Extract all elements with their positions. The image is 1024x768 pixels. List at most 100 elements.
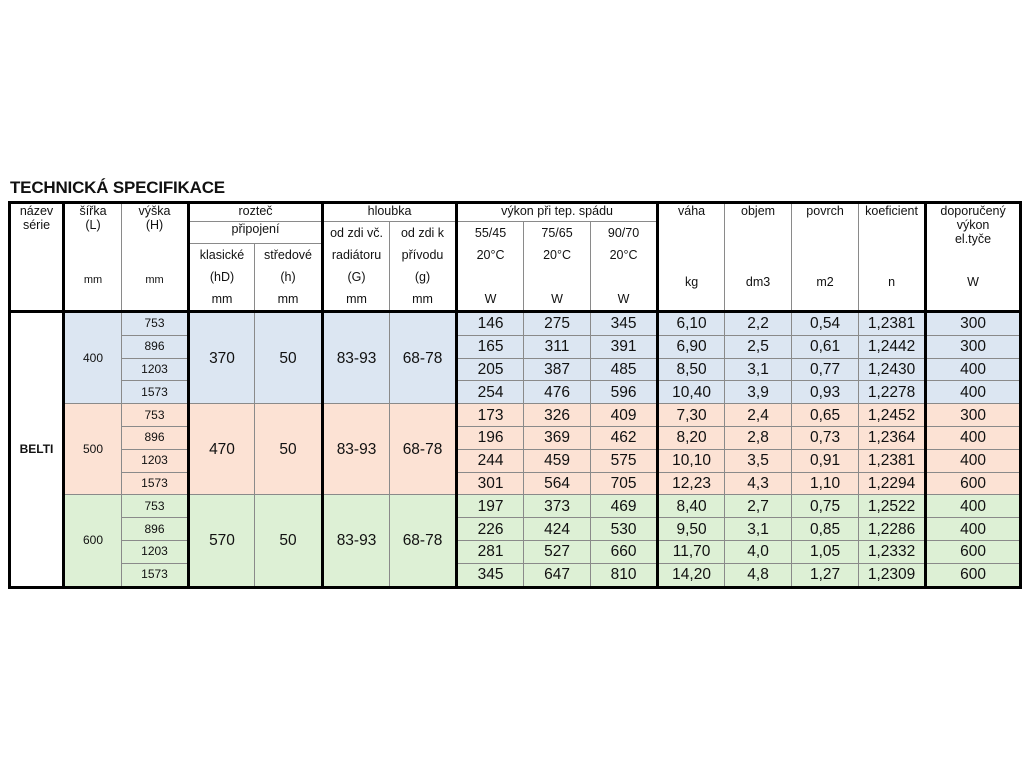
table-row: 1573 301 564 705 12,23 4,3 1,10 1,2294 600 bbox=[10, 471, 1023, 496]
vykon-90-70-cell: 575 bbox=[590, 448, 660, 473]
vykon-90-70-cell: 810 bbox=[590, 562, 660, 589]
koeficient-cell: 1,2522 bbox=[858, 494, 928, 519]
table-row: 500 753 470 50 83-93 68-78 173 326 409 7,30 2,4 0,6… bbox=[10, 403, 1023, 496]
vaha-cell: 7,30 bbox=[657, 403, 726, 427]
table-row: 896 165 311 391 6,90 2,5 0,61 1,2442 300 bbox=[10, 334, 1023, 359]
povrch-cell: 0,75 bbox=[791, 494, 860, 519]
vyska-cell: 753 bbox=[121, 403, 190, 427]
hloubka-g-cell: 68-78 bbox=[389, 310, 459, 405]
header-vaha: váha kg bbox=[657, 201, 726, 313]
doporuceny-vykon-cell: 600 bbox=[925, 471, 1023, 496]
table-row: 1203 244 459 575 10,10 3,5 0,91 1,2381 400 bbox=[10, 448, 1023, 473]
hloubka-g-cell: 68-78 bbox=[389, 403, 459, 496]
vykon-55-45-cell: 345 bbox=[456, 562, 525, 589]
vykon-75-65-cell: 387 bbox=[523, 357, 592, 382]
vykon-90-70-cell: 469 bbox=[590, 494, 660, 519]
doporuceny-vykon-cell: 400 bbox=[925, 448, 1023, 473]
roztec-h-cell: 50 bbox=[253, 494, 325, 589]
vykon-75-65-cell: 527 bbox=[523, 539, 592, 564]
objem-cell: 3,1 bbox=[724, 357, 793, 382]
doporuceny-vykon-cell: 600 bbox=[925, 539, 1023, 564]
vaha-cell: 10,40 bbox=[657, 380, 726, 405]
sirka-cell: 500 bbox=[63, 403, 122, 496]
vykon-75-65-cell: 459 bbox=[523, 448, 592, 473]
vaha-cell: 6,90 bbox=[657, 334, 726, 359]
koeficient-cell: 1,2332 bbox=[858, 539, 928, 564]
vykon-90-70-cell: 485 bbox=[590, 357, 660, 382]
header-klasicke: klasické (hD) mm bbox=[188, 243, 255, 313]
hloubka-G-cell: 83-93 bbox=[322, 403, 391, 496]
header-od-zdi-k: od zdi k přívodu (g) mm bbox=[389, 221, 459, 313]
header-vyska: výška (H) mm bbox=[121, 201, 190, 313]
table-row: 896 226 424 530 9,50 3,1 0,85 1,2286 400 bbox=[10, 517, 1023, 541]
vyska-cell: 1573 bbox=[121, 562, 190, 589]
header-koeficient: koeficient n bbox=[858, 201, 928, 313]
povrch-cell: 0,73 bbox=[791, 425, 860, 450]
vaha-cell: 8,20 bbox=[657, 425, 726, 450]
vyska-cell: 753 bbox=[121, 311, 190, 336]
table-row: 1573 345 647 810 14,20 4,8 1,27 1,2309 600 bbox=[10, 562, 1023, 589]
vykon-55-45-cell: 281 bbox=[456, 539, 525, 564]
objem-cell: 2,4 bbox=[724, 403, 793, 427]
povrch-cell: 0,65 bbox=[791, 403, 860, 427]
header-od-zdi-vc: od zdi vč. radiátoru (G) mm bbox=[322, 221, 391, 313]
vykon-90-70-cell: 391 bbox=[590, 334, 660, 359]
objem-cell: 2,8 bbox=[724, 425, 793, 450]
header-vykon: výkon při tep. spádu bbox=[456, 201, 660, 222]
table-row: 1203 281 527 660 11,70 4,0 1,05 1,2332 600 bbox=[10, 539, 1023, 564]
vykon-55-45-cell: 173 bbox=[456, 403, 525, 427]
vykon-75-65-cell: 424 bbox=[523, 517, 592, 541]
roztec-h-cell: 50 bbox=[253, 403, 325, 496]
hloubka-g-cell: 68-78 bbox=[389, 494, 459, 589]
vyska-cell: 896 bbox=[121, 425, 190, 450]
objem-cell: 4,8 bbox=[724, 562, 793, 589]
objem-cell: 2,7 bbox=[724, 494, 793, 519]
vykon-55-45-cell: 146 bbox=[456, 311, 525, 336]
koeficient-cell: 1,2430 bbox=[858, 357, 928, 382]
roztec-hD-cell: 570 bbox=[188, 494, 255, 589]
vykon-75-65-cell: 326 bbox=[523, 403, 592, 427]
objem-cell: 4,0 bbox=[724, 539, 793, 564]
vyska-cell: 896 bbox=[121, 334, 190, 359]
koeficient-cell: 1,2286 bbox=[858, 517, 928, 541]
koeficient-cell: 1,2442 bbox=[858, 334, 928, 359]
koeficient-cell: 1,2364 bbox=[858, 425, 928, 450]
header-55-45: 55/45 20°C W bbox=[456, 221, 525, 313]
vykon-55-45-cell: 205 bbox=[456, 357, 525, 382]
header-roztec: rozteč bbox=[187, 201, 325, 222]
vykon-75-65-cell: 275 bbox=[523, 311, 592, 336]
povrch-cell: 0,93 bbox=[791, 380, 860, 405]
objem-cell: 3,5 bbox=[724, 448, 793, 473]
vykon-55-45-cell: 165 bbox=[456, 334, 525, 359]
povrch-cell: 0,77 bbox=[791, 357, 860, 382]
sirka-cell: 400 bbox=[63, 310, 122, 405]
koeficient-cell: 1,2381 bbox=[858, 448, 928, 473]
doporuceny-vykon-cell: 400 bbox=[925, 380, 1023, 405]
vaha-cell: 12,23 bbox=[657, 471, 726, 496]
header-90-70: 90/70 20°C W bbox=[590, 221, 660, 313]
vykon-55-45-cell: 196 bbox=[456, 425, 525, 450]
vaha-cell: 6,10 bbox=[657, 311, 726, 336]
vykon-75-65-cell: 647 bbox=[523, 562, 592, 589]
header-75-65: 75/65 20°C W bbox=[523, 221, 592, 313]
objem-cell: 2,5 bbox=[724, 334, 793, 359]
koeficient-cell: 1,2278 bbox=[858, 380, 928, 405]
vaha-cell: 8,50 bbox=[657, 357, 726, 382]
header-povrch: povrch m2 bbox=[791, 201, 860, 313]
koeficient-cell: 1,2452 bbox=[858, 403, 928, 427]
vykon-75-65-cell: 311 bbox=[523, 334, 592, 359]
vykon-90-70-cell: 462 bbox=[590, 425, 660, 450]
objem-cell: 3,1 bbox=[724, 517, 793, 541]
objem-cell: 2,2 bbox=[724, 311, 793, 336]
doporuceny-vykon-cell: 400 bbox=[925, 517, 1023, 541]
table-row: 1203 205 387 485 8,50 3,1 0,77 1,2430 400 bbox=[10, 357, 1023, 382]
page-title: TECHNICKÁ SPECIFIKACE bbox=[10, 178, 225, 197]
vykon-55-45-cell: 244 bbox=[456, 448, 525, 473]
koeficient-cell: 1,2381 bbox=[858, 311, 928, 336]
spec-table: název série šířka (L) mm výška (H) mm rozteč … bbox=[8, 201, 1023, 589]
roztec-hD-cell: 470 bbox=[188, 403, 255, 496]
sirka-cell: 600 bbox=[63, 494, 122, 589]
header-doporuceny: doporučený výkon el.tyče W bbox=[925, 201, 1023, 313]
header-hloubka: hloubka bbox=[322, 201, 459, 222]
vyska-cell: 1203 bbox=[121, 539, 190, 564]
